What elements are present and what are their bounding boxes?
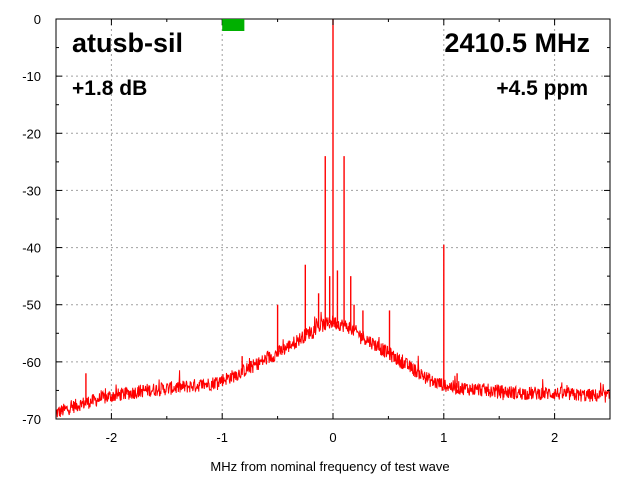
axis-ticks: -2 -1 0 1 20-10-20-30-40-50-60-70 — [22, 12, 611, 445]
gain-label: +1.8 dB — [72, 77, 147, 100]
y-tick-label: -30 — [22, 183, 41, 198]
y-tick-label: -60 — [22, 355, 41, 370]
x-tick-label: 1 — [440, 430, 447, 445]
x-tick-label: -2 — [106, 430, 118, 445]
x-tick-label: 2 — [551, 430, 558, 445]
y-tick-label: -50 — [22, 298, 41, 313]
x-tick-label: 0 — [329, 430, 336, 445]
frequency-label: 2410.5 MHz — [444, 28, 590, 58]
device-label: atusb-sil — [72, 28, 183, 58]
green-marker — [222, 19, 245, 31]
x-axis-label: MHz from nominal frequency of test wave — [210, 459, 449, 474]
ppm-label: +4.5 ppm — [496, 77, 588, 100]
y-tick-label: -70 — [22, 412, 41, 427]
y-tick-label: 0 — [34, 12, 41, 27]
y-tick-label: -10 — [22, 69, 41, 84]
noise-trace — [55, 311, 611, 418]
x-tick-label: -1 — [216, 430, 228, 445]
series-layer — [55, 19, 611, 418]
y-tick-label: -20 — [22, 126, 41, 141]
y-tick-label: -40 — [22, 241, 41, 256]
